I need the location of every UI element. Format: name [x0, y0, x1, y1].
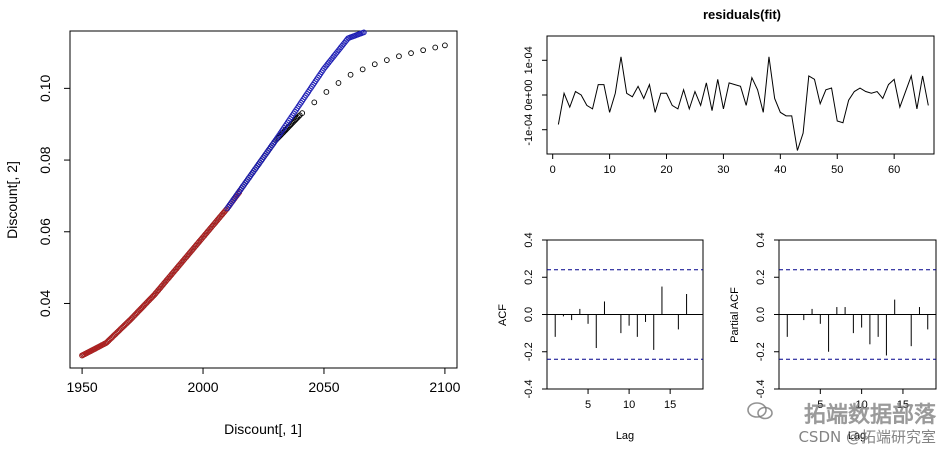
acf-x-tick-label: 10 — [623, 399, 635, 411]
acf-y-label: ACF — [497, 304, 509, 326]
scatter-plot: 1950 2000 2050 2100 0.04 0.06 0.08 0.10 Discou… — [4, 29, 461, 437]
scatter-points — [79, 29, 448, 359]
pacf-y-tick-label: 0.4 — [755, 232, 767, 247]
watermark: 拓端数据部落 CSDN @拓端研究室 — [746, 397, 936, 447]
residuals-y-axis: -1e-04 0e+00 1e-04 — [523, 46, 547, 146]
pacf-x-label: Lag — [848, 430, 866, 442]
wechat-logo-icon — [747, 402, 773, 420]
acf-plot: 5 10 15 -0.4 -0.2 0.0 0.2 0.4 Lag ACF — [497, 232, 704, 442]
residuals-plot: residuals(fit) 0 10 20 30 40 50 60 -1e-04 0e+00… — [523, 7, 935, 176]
scatter-y-tick-label: 0.04 — [37, 290, 53, 317]
residuals-line — [557, 56, 929, 151]
scatter-point — [311, 99, 318, 106]
acf-x-tick-label: 5 — [585, 399, 591, 411]
scatter-x-tick-label: 2100 — [429, 379, 460, 395]
pacf-x-axis: 5 10 15 — [817, 389, 909, 411]
scatter-y-tick-label: 0.06 — [37, 218, 53, 245]
pacf-y-tick-label: 0.0 — [755, 307, 767, 322]
scatter-point — [335, 80, 342, 86]
pacf-y-label: Partial ACF — [729, 287, 741, 343]
residuals-x-tick-label: 60 — [888, 164, 900, 176]
acf-y-tick-label: 0.4 — [523, 232, 535, 247]
pacf-y-tick-label: 0.2 — [755, 270, 767, 285]
scatter-point — [432, 44, 439, 51]
scatter-x-tick-label: 2050 — [308, 379, 339, 395]
scatter-y-label: Discount[, 2] — [4, 161, 20, 239]
residuals-plot-frame — [546, 35, 935, 155]
residuals-title: residuals(fit) — [703, 7, 781, 22]
watermark-bottom-text: CSDN @拓端研究室 — [798, 428, 936, 446]
scatter-point — [408, 50, 414, 57]
residuals-x-tick-label: 50 — [831, 164, 843, 176]
scatter-plot-frame — [69, 30, 458, 369]
residuals-x-tick-label: 30 — [717, 164, 729, 176]
scatter-y-axis: 0.04 0.06 0.08 0.10 — [37, 75, 70, 317]
residuals-x-tick-label: 20 — [660, 164, 672, 176]
acf-x-label: Lag — [616, 430, 634, 442]
scatter-point — [371, 61, 378, 68]
acf-x-tick-label: 15 — [664, 399, 676, 411]
residuals-series — [557, 56, 929, 151]
scatter-y-tick-label: 0.10 — [37, 75, 53, 102]
residuals-y-tick-label: 1e-04 — [523, 46, 535, 74]
watermark-top-text: 拓端数据部落 — [803, 403, 936, 428]
acf-x-axis: 5 10 15 — [585, 389, 676, 411]
scatter-point — [295, 113, 302, 120]
pacf-y-tick-label: -0.2 — [755, 342, 767, 361]
acf-y-axis: -0.4 -0.2 0.0 0.2 0.4 — [523, 232, 547, 398]
scatter-point — [420, 47, 426, 54]
pacf-y-axis: -0.4 -0.2 0.0 0.2 0.4 — [755, 232, 779, 398]
scatter-point — [384, 57, 390, 63]
scatter-x-axis: 1950 2000 2050 2100 — [67, 368, 461, 395]
pacf-x-tick-label: 5 — [817, 399, 823, 411]
residuals-x-tick-label: 0 — [550, 164, 556, 176]
residuals-y-tick-label: 0e+00 — [523, 80, 535, 111]
scatter-point — [359, 66, 366, 73]
residuals-x-tick-label: 10 — [603, 164, 615, 176]
scatter-x-tick-label: 2000 — [187, 379, 218, 395]
scatter-point — [396, 53, 402, 60]
pacf-x-tick-label: 10 — [856, 399, 868, 411]
scatter-point — [361, 29, 367, 36]
scatter-y-tick-label: 0.08 — [37, 146, 53, 173]
pacf-plot: 5 10 15 -0.4 -0.2 0.0 0.2 0.4 Lag Partial ACF — [729, 232, 937, 442]
acf-y-tick-label: 0.0 — [523, 307, 535, 322]
scatter-point — [299, 110, 306, 116]
scatter-point — [347, 71, 354, 78]
pacf-x-tick-label: 15 — [897, 399, 909, 411]
scatter-point — [323, 89, 330, 95]
acf-bars — [547, 269, 703, 360]
acf-y-tick-label: 0.2 — [523, 270, 535, 285]
scatter-point — [442, 42, 448, 49]
pacf-bars — [779, 269, 936, 360]
acf-y-tick-label: -0.4 — [523, 380, 535, 399]
pacf-y-tick-label: -0.4 — [755, 380, 767, 399]
residuals-x-axis: 0 10 20 30 40 50 60 — [550, 154, 900, 176]
scatter-x-tick-label: 1950 — [67, 379, 98, 395]
acf-y-tick-label: -0.2 — [523, 342, 535, 361]
residuals-x-tick-label: 40 — [774, 164, 786, 176]
scatter-x-label: Discount[, 1] — [224, 421, 302, 437]
residuals-y-tick-label: -1e-04 — [523, 114, 535, 146]
